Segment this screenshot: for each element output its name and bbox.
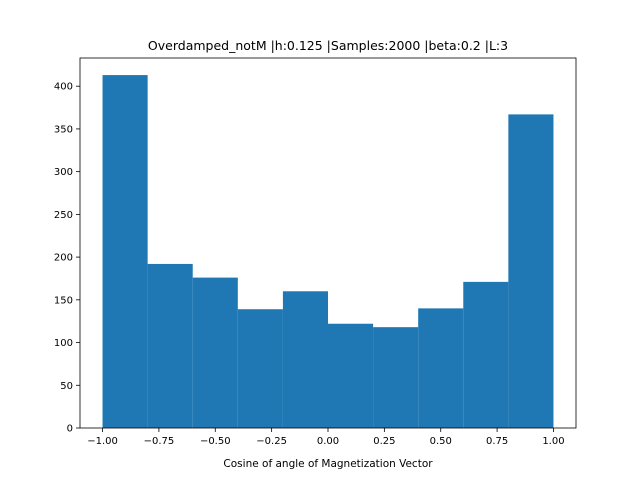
x-tick-label: 0.00 [317,436,339,447]
histogram-bars [102,75,554,429]
histogram-bar [147,263,193,428]
x-tick-label: 0.50 [430,436,452,447]
y-tick-label: 350 [54,124,73,135]
histogram-bar [418,308,464,428]
chart-title: Overdamped_notM |h:0.125 |Samples:2000 |… [148,38,508,53]
y-tick-label: 250 [54,210,73,221]
y-axis-ticks: 0 50 100 150 200 250 300 350 400 [54,82,80,435]
histogram-bar [192,277,238,428]
y-tick-label: 100 [54,338,73,349]
histogram-bar [508,114,554,429]
x-tick-label: 1.00 [542,436,564,447]
histogram-bar [282,291,328,428]
x-tick-label: −1.00 [87,436,118,447]
y-tick-label: 200 [54,253,73,264]
plot-frame [79,57,577,429]
histogram-bar [373,327,419,428]
x-tick-label: 0.25 [373,436,395,447]
histogram-bar [463,281,509,428]
y-tick-label: 300 [54,167,73,178]
x-tick-label: 0.75 [486,436,508,447]
y-tick-label: 400 [54,82,73,93]
y-tick-label: 0 [67,424,73,435]
x-axis-label: Cosine of angle of Magnetization Vector [223,458,433,470]
histogram-bar [328,323,374,428]
histogram-bar [237,309,283,428]
y-tick-label: 50 [60,381,73,392]
y-tick-label: 150 [54,295,73,306]
x-axis-ticks: −1.00 −0.75 −0.50 −0.25 0.00 0.25 0.50 0.75 1.00 [87,428,565,447]
x-tick-label: −0.25 [256,436,287,447]
histogram-bar [102,75,148,428]
x-tick-label: −0.75 [144,436,175,447]
x-tick-label: −0.50 [200,436,231,447]
